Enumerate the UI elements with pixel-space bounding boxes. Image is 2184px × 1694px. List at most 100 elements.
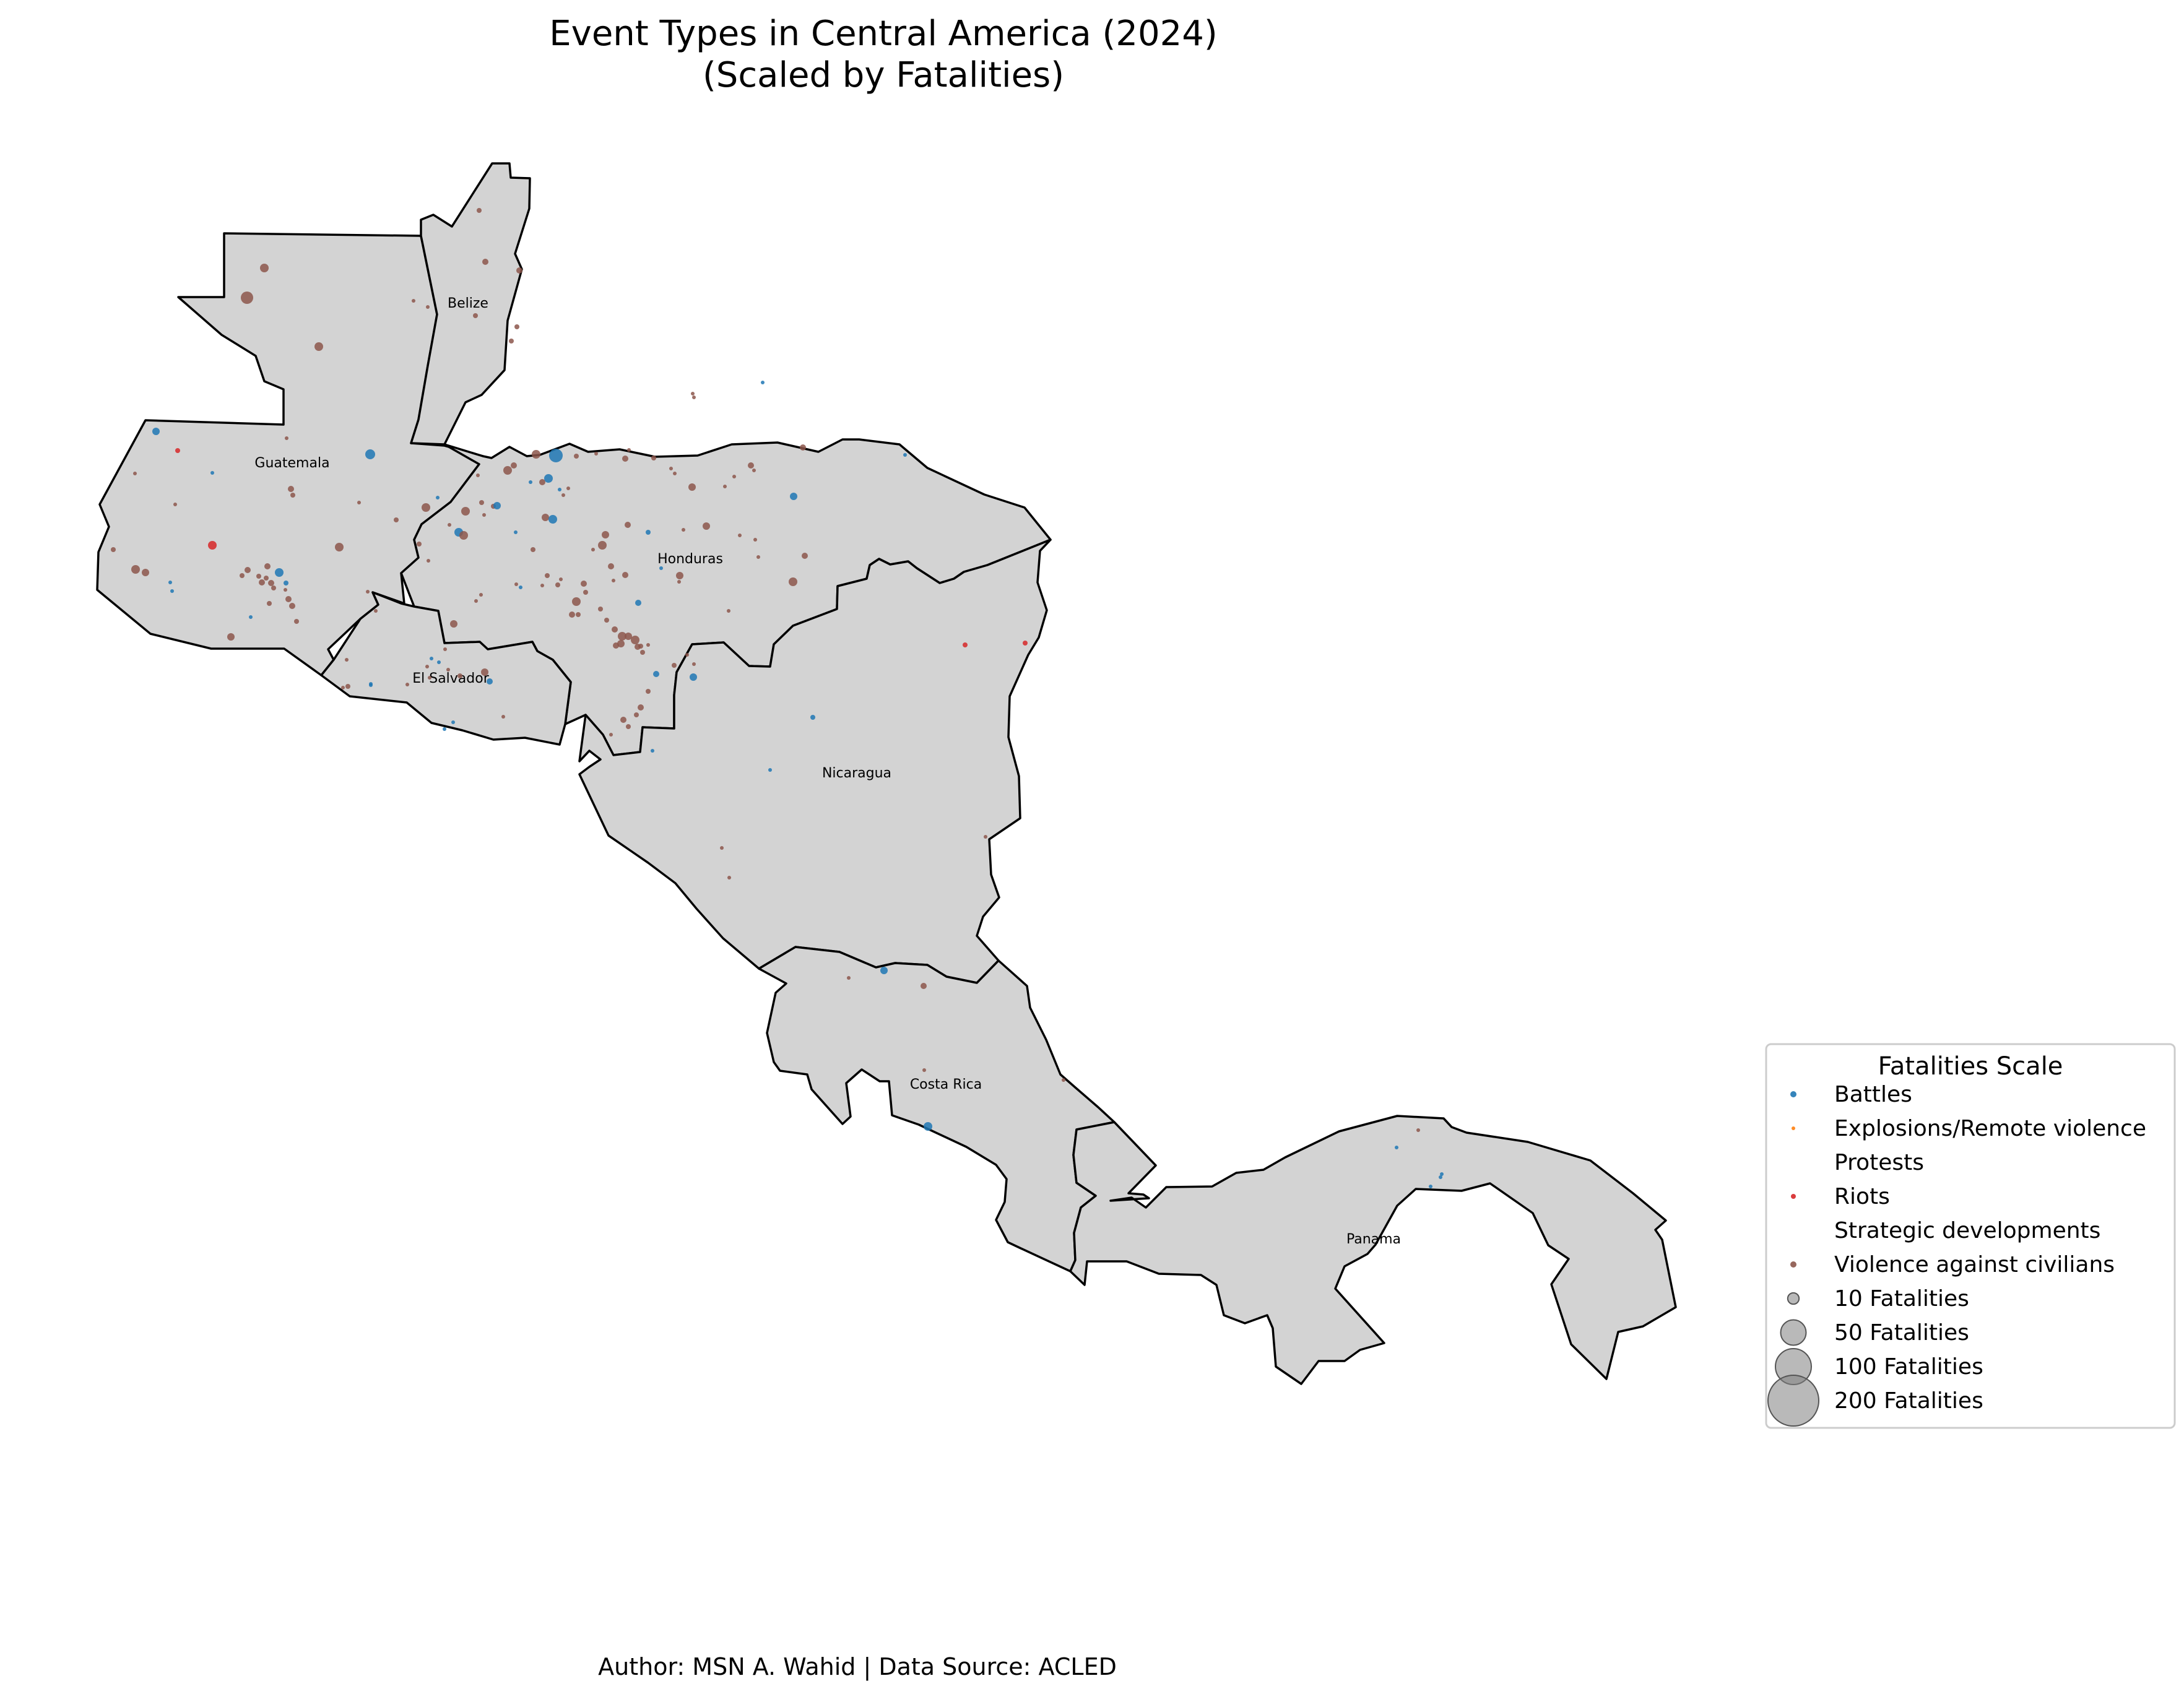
event-point [285, 596, 292, 602]
event-point [542, 514, 549, 521]
credit-line: Author: MSN A. Wahid | Data Source: ACLE… [598, 1653, 1117, 1681]
event-point [569, 611, 575, 618]
event-point [133, 472, 137, 475]
event-point [581, 581, 587, 587]
legend-label-size: 10 Fatalities [1834, 1286, 1969, 1312]
country-belize [410, 162, 531, 446]
event-point [245, 567, 251, 573]
event-point [625, 633, 632, 640]
event-point [672, 663, 677, 668]
legend-size-marker [1780, 1319, 1807, 1346]
event-point [963, 642, 968, 647]
chart-subtitle: (Scaled by Fatalities) [703, 55, 1064, 95]
event-point [241, 292, 253, 304]
event-point [210, 471, 214, 475]
event-point [493, 502, 501, 509]
event-point [1062, 1078, 1065, 1082]
legend-label-event-type: Riots [1834, 1184, 1890, 1209]
legend-marker-violence-against-civilians [1790, 1261, 1796, 1268]
country-panama [1069, 1115, 1677, 1385]
event-point [566, 486, 570, 490]
event-point [924, 1122, 932, 1131]
event-point [481, 668, 488, 676]
event-point [142, 569, 149, 576]
event-point [574, 454, 579, 459]
event-point [288, 486, 294, 492]
event-point [366, 590, 370, 594]
event-point [638, 704, 644, 711]
event-point [341, 686, 345, 689]
event-point [727, 876, 731, 879]
legend-title: Fatalities Scale [1878, 1052, 2063, 1081]
event-point [677, 580, 681, 584]
event-point [591, 548, 595, 551]
event-point [443, 647, 447, 651]
event-point [604, 618, 609, 623]
event-point [430, 657, 433, 660]
event-point [622, 572, 628, 578]
legend-marker-strategic-developments [1792, 1229, 1795, 1232]
event-point [267, 601, 272, 606]
event-point [558, 488, 561, 491]
event-point [335, 543, 344, 551]
event-point [631, 636, 639, 644]
legend: Fatalities Scale Battles Explosions/Remot… [1765, 1043, 2176, 1429]
event-point [227, 633, 235, 641]
event-point [511, 462, 517, 469]
event-point [880, 967, 888, 974]
event-point [374, 609, 378, 613]
event-point [271, 586, 276, 590]
event-point [443, 727, 446, 731]
event-point [501, 715, 505, 719]
event-point [427, 559, 430, 563]
countries-layer [96, 162, 1677, 1385]
legend-marker-explosions-remote-violence [1792, 1126, 1795, 1130]
event-point [559, 577, 563, 581]
event-point [549, 449, 563, 462]
chart-title: Event Types in Central America (2024) [549, 14, 1217, 54]
event-point [612, 579, 615, 582]
event-point [531, 547, 535, 552]
event-point [626, 724, 631, 729]
event-point [249, 615, 253, 619]
event-point [450, 620, 457, 628]
event-point [426, 305, 430, 309]
label-el-salvador: El Salvador [412, 671, 489, 686]
event-point [482, 513, 486, 517]
event-point [748, 462, 754, 469]
country-nicaragua [578, 538, 1052, 984]
label-costa-rica: Costa Rica [910, 1077, 982, 1092]
event-point [682, 528, 685, 532]
event-point [690, 673, 697, 681]
event-point [608, 563, 614, 569]
event-point [437, 660, 441, 664]
event-point [446, 668, 450, 672]
legend-size-marker [1767, 1374, 1820, 1427]
event-point [634, 712, 639, 717]
event-point [673, 472, 677, 475]
event-point [539, 479, 545, 485]
event-point [602, 531, 609, 538]
event-point [984, 835, 987, 839]
event-point [457, 673, 462, 678]
event-point [653, 671, 659, 677]
event-point [622, 456, 628, 462]
event-points-layer [111, 208, 1444, 1188]
country-el-salvador [320, 591, 572, 746]
event-point [264, 576, 269, 581]
country-labels: Guatemala Belize Honduras El Salvador Ni… [254, 296, 1401, 1247]
event-point [646, 689, 651, 694]
event-point [752, 469, 756, 472]
event-point [802, 553, 808, 559]
event-point [173, 503, 177, 506]
event-point [152, 428, 160, 435]
event-point [727, 609, 730, 613]
label-panama: Panama [1346, 1232, 1401, 1247]
event-point [175, 448, 180, 453]
event-point [544, 474, 553, 483]
event-point [529, 480, 532, 484]
event-point [703, 522, 710, 530]
label-belize: Belize [448, 296, 488, 311]
event-point [609, 733, 613, 737]
